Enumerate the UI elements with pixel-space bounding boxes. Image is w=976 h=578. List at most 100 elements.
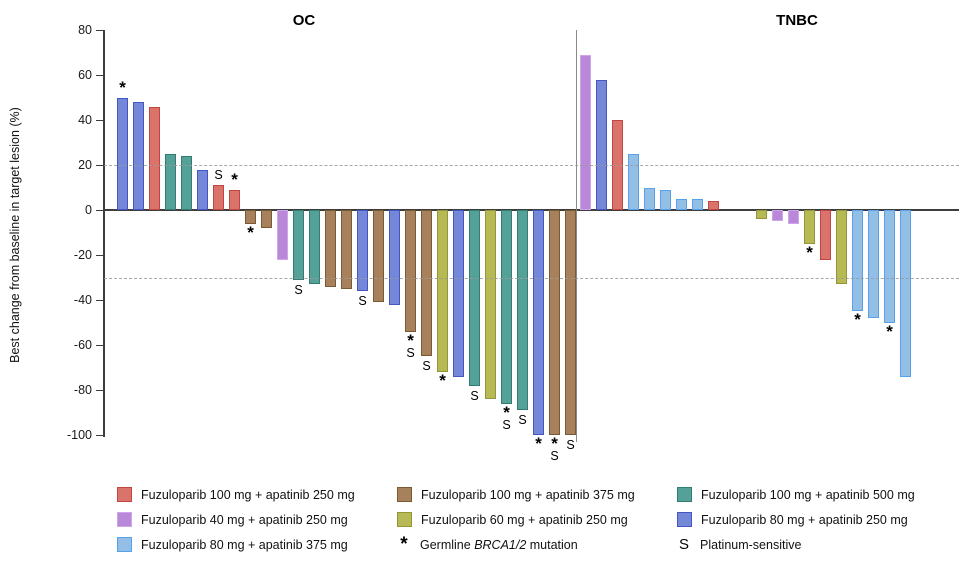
bar-oc-29 bbox=[565, 210, 576, 435]
bar-tnbc-19 bbox=[900, 210, 911, 377]
y-tick-label--80: -80 bbox=[73, 383, 92, 397]
bar-tnbc-8 bbox=[692, 198, 703, 210]
bar-oc-14 bbox=[325, 210, 336, 287]
brca-mutation-star: * bbox=[119, 77, 126, 97]
platinum-sensitive-mark: S bbox=[502, 417, 511, 432]
bar-tnbc-11 bbox=[772, 210, 783, 222]
y-tick-label-80: 80 bbox=[78, 23, 92, 37]
legend-column-1: Fuzuloparib 100 mg + apatinib 250 mg Fuzu… bbox=[117, 486, 355, 561]
legend-label: Fuzuloparib 40 mg + apatinib 250 mg bbox=[141, 512, 348, 527]
y-tick--60 bbox=[96, 345, 103, 346]
legend-label: Platinum-sensitive bbox=[700, 537, 802, 552]
legend-label: Fuzuloparib 100 mg + apatinib 375 mg bbox=[421, 487, 635, 502]
bar-oc-28 bbox=[549, 210, 560, 435]
brca-mutation-star: * bbox=[407, 330, 414, 350]
brca-mutation-star: * bbox=[806, 242, 813, 262]
legend: Fuzuloparib 100 mg + apatinib 250 mg Fuzu… bbox=[0, 486, 976, 572]
platinum-sensitive-mark: S bbox=[566, 438, 575, 452]
legend-swatch-brown bbox=[397, 487, 412, 502]
legend-item-red: Fuzuloparib 100 mg + apatinib 250 mg bbox=[117, 486, 355, 503]
bar-oc-21 bbox=[437, 210, 448, 372]
y-tick-label--20: -20 bbox=[73, 248, 92, 262]
reference-line--30 bbox=[104, 277, 959, 279]
bar-oc-18 bbox=[389, 210, 400, 305]
platinum-sensitive-mark: S bbox=[294, 282, 303, 297]
legend-column-2: Fuzuloparib 100 mg + apatinib 375 mg Fuzu… bbox=[397, 486, 635, 561]
legend-swatch-purple bbox=[117, 512, 132, 527]
legend-label: Fuzuloparib 80 mg + apatinib 250 mg bbox=[701, 512, 908, 527]
bar-tnbc-9 bbox=[708, 201, 719, 210]
y-tick-label-60: 60 bbox=[78, 68, 92, 82]
y-tick-label--40: -40 bbox=[73, 293, 92, 307]
bar-oc-10 bbox=[261, 210, 272, 228]
bar-tnbc-2 bbox=[596, 79, 607, 210]
bar-oc-20 bbox=[421, 210, 432, 357]
legend-swatch-red bbox=[117, 487, 132, 502]
brca-mutation-star: * bbox=[854, 310, 861, 330]
bar-tnbc-18 bbox=[884, 210, 895, 323]
brca-mutation-star: * bbox=[535, 434, 542, 453]
y-axis-label: Best change from baseline in target lesi… bbox=[8, 107, 22, 363]
bar-oc-3 bbox=[149, 106, 160, 210]
platinum-sensitive-mark: S bbox=[470, 388, 479, 403]
platinum-sensitive-mark: S bbox=[406, 345, 415, 360]
platinum-s-icon: S bbox=[678, 536, 689, 553]
legend-item-teal: Fuzuloparib 100 mg + apatinib 500 mg bbox=[677, 486, 915, 503]
brca-star-icon: * bbox=[400, 533, 408, 555]
brca-mutation-star: * bbox=[886, 321, 893, 341]
y-tick-40 bbox=[96, 120, 103, 121]
bar-tnbc-10 bbox=[756, 210, 767, 219]
reference-line-20 bbox=[104, 165, 959, 166]
bar-oc-12 bbox=[293, 210, 304, 280]
legend-item-lightblue: Fuzuloparib 80 mg + apatinib 375 mg bbox=[117, 536, 355, 553]
y-tick-label-0: 0 bbox=[85, 203, 92, 217]
bar-oc-27 bbox=[533, 210, 544, 435]
bar-oc-1 bbox=[117, 97, 128, 210]
panel-title-tnbc: TNBC bbox=[776, 12, 818, 29]
legend-item-blueviolet: Fuzuloparib 80 mg + apatinib 250 mg bbox=[677, 511, 915, 528]
y-tick--20 bbox=[96, 255, 103, 256]
bar-oc-19 bbox=[405, 210, 416, 332]
legend-label: Fuzuloparib 60 mg + apatinib 250 mg bbox=[421, 512, 628, 527]
y-tick-80 bbox=[96, 30, 103, 31]
y-tick-label--60: -60 bbox=[73, 338, 92, 352]
legend-label: Fuzuloparib 100 mg + apatinib 500 mg bbox=[701, 487, 915, 502]
brca-mutation-star: * bbox=[503, 402, 510, 422]
bar-oc-24 bbox=[485, 210, 496, 399]
bar-tnbc-16 bbox=[852, 210, 863, 312]
legend-swatch-yellow bbox=[397, 512, 412, 527]
bar-oc-13 bbox=[309, 210, 320, 285]
y-tick--80 bbox=[96, 390, 103, 391]
bar-tnbc-15 bbox=[836, 210, 847, 285]
bar-oc-5 bbox=[181, 156, 192, 210]
legend-item-brown: Fuzuloparib 100 mg + apatinib 375 mg bbox=[397, 486, 635, 503]
platinum-sensitive-mark: S bbox=[518, 413, 527, 428]
bar-oc-4 bbox=[165, 153, 176, 210]
legend-label: Fuzuloparib 80 mg + apatinib 375 mg bbox=[141, 537, 348, 552]
platinum-sensitive-mark: S bbox=[550, 449, 559, 463]
legend-swatch-teal bbox=[677, 487, 692, 502]
bar-oc-8 bbox=[229, 189, 240, 210]
legend-item-purple: Fuzuloparib 40 mg + apatinib 250 mg bbox=[117, 511, 355, 528]
legend-item-sym_s: S Platinum-sensitive bbox=[677, 536, 915, 553]
bar-tnbc-6 bbox=[660, 189, 671, 210]
y-tick-label-40: 40 bbox=[78, 113, 92, 127]
bar-tnbc-5 bbox=[644, 187, 655, 210]
legend-column-3: Fuzuloparib 100 mg + apatinib 500 mg Fuzu… bbox=[677, 486, 915, 561]
bar-tnbc-17 bbox=[868, 210, 879, 318]
y-tick--40 bbox=[96, 300, 103, 301]
brca-mutation-star: * bbox=[231, 169, 238, 189]
platinum-sensitive-mark: S bbox=[214, 168, 223, 183]
bar-oc-6 bbox=[197, 169, 208, 210]
bar-oc-11 bbox=[277, 210, 288, 260]
bar-oc-26 bbox=[517, 210, 528, 411]
platinum-sensitive-mark: S bbox=[358, 294, 367, 308]
y-axis-line bbox=[103, 30, 105, 437]
bar-oc-9 bbox=[245, 210, 256, 224]
brca-mutation-star: * bbox=[439, 371, 446, 390]
bar-oc-15 bbox=[341, 210, 352, 289]
bar-tnbc-1 bbox=[580, 54, 591, 210]
bar-oc-2 bbox=[133, 102, 144, 210]
brca-mutation-star: * bbox=[247, 222, 254, 242]
